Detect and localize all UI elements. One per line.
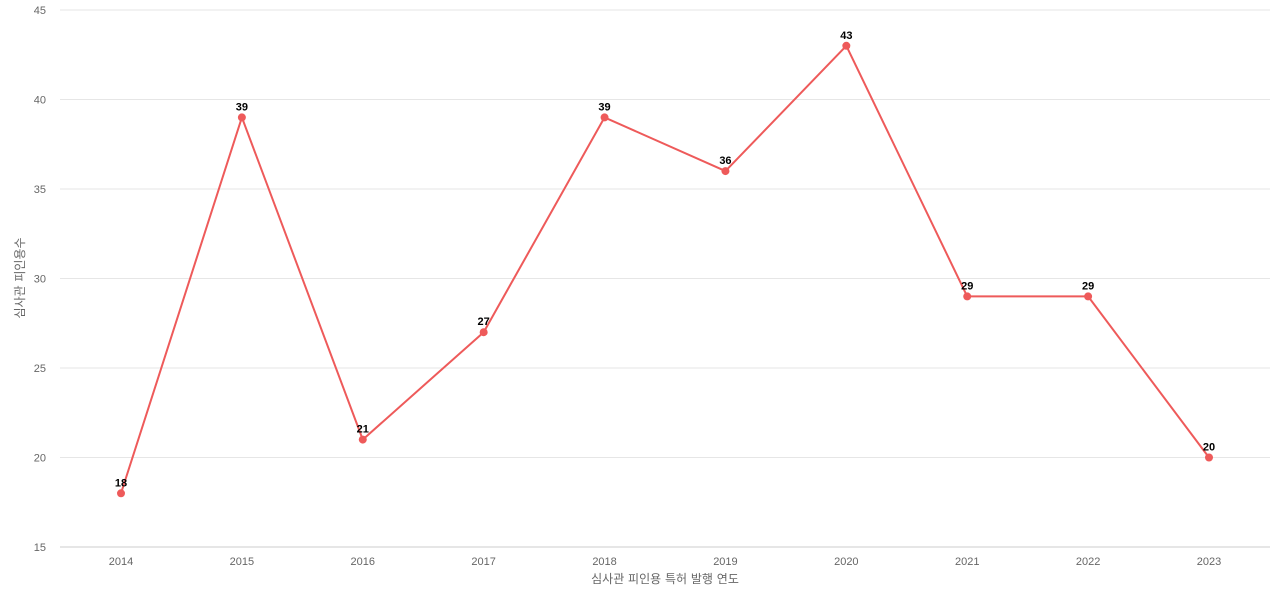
data-point[interactable] xyxy=(358,435,367,444)
data-point[interactable] xyxy=(600,113,609,122)
x-tick-label: 2021 xyxy=(955,556,979,568)
y-tick-label: 40 xyxy=(34,95,46,107)
x-tick-label: 2014 xyxy=(109,556,133,568)
x-tick-label: 2018 xyxy=(592,556,616,568)
y-tick-label: 20 xyxy=(34,453,46,465)
x-tick-label: 2015 xyxy=(230,556,254,568)
data-point[interactable] xyxy=(842,41,851,50)
data-label: 39 xyxy=(598,101,610,113)
data-point[interactable] xyxy=(1084,292,1093,301)
data-label: 29 xyxy=(961,280,973,292)
x-tick-label: 2017 xyxy=(471,556,495,568)
series-line xyxy=(120,44,1210,494)
data-label: 20 xyxy=(1203,442,1215,454)
x-tick-label: 2016 xyxy=(351,556,375,568)
data-point[interactable] xyxy=(117,489,125,498)
data-point[interactable] xyxy=(1205,453,1213,462)
x-axis-ticks: 2014 2015 2016 2017 2018 2019 2020 2021 2022 2023 xyxy=(109,556,1221,568)
x-tick-label: 2022 xyxy=(1076,556,1100,568)
y-tick-label: 30 xyxy=(34,274,46,286)
gridlines xyxy=(60,9,1270,548)
x-axis-title: 심사관 피인용 특허 발행 연도 xyxy=(591,571,739,586)
x-tick-label: 2023 xyxy=(1197,556,1221,568)
data-point[interactable] xyxy=(963,292,972,301)
y-tick-label: 25 xyxy=(34,363,46,375)
x-tick-label: 2019 xyxy=(713,556,737,568)
data-point[interactable] xyxy=(479,328,488,337)
y-tick-label: 35 xyxy=(34,184,46,196)
data-label: 39 xyxy=(236,101,248,113)
data-label: 18 xyxy=(115,477,127,489)
data-label: 21 xyxy=(357,424,369,436)
y-tick-label: 15 xyxy=(34,542,46,554)
y-axis-ticks: 15 20 25 30 35 40 45 xyxy=(34,5,46,554)
data-point[interactable] xyxy=(237,113,246,122)
data-point[interactable] xyxy=(721,167,730,176)
x-tick-label: 2020 xyxy=(834,556,858,568)
data-label: 29 xyxy=(1082,280,1094,292)
data-label: 27 xyxy=(478,316,490,328)
data-labels: 18 39 21 27 39 36 43 29 29 20 xyxy=(115,30,1215,489)
data-label: 43 xyxy=(840,30,852,42)
y-axis-title: 심사관 피인용수 xyxy=(13,237,27,318)
y-tick-label: 45 xyxy=(34,5,46,17)
data-label: 36 xyxy=(719,155,731,167)
series-group xyxy=(117,41,1213,498)
